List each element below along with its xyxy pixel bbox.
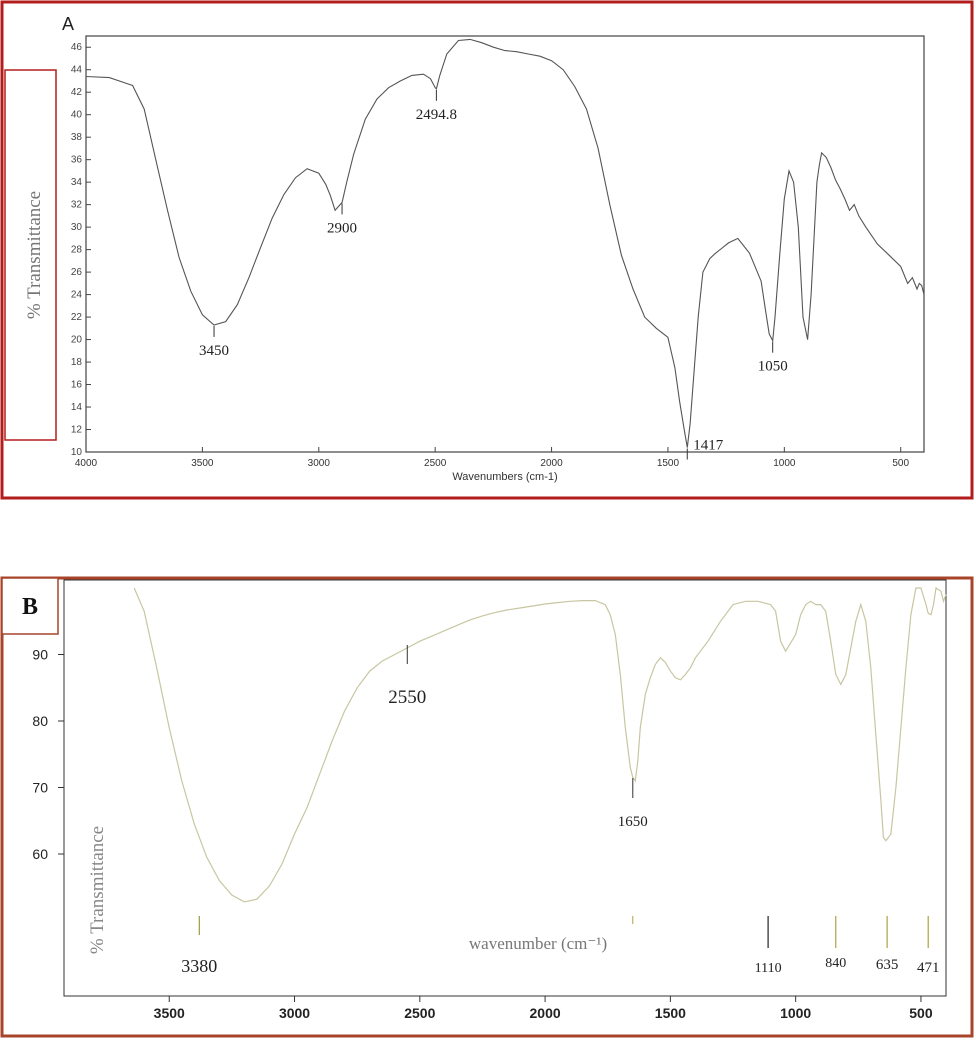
panel-a-x-tick-label: 1500 xyxy=(657,458,680,469)
panel-a-x-tick-label: 2000 xyxy=(540,458,563,469)
panel-a-plot-area xyxy=(85,35,925,453)
panel-b-x-tick-label: 3000 xyxy=(279,1005,310,1021)
panel-b-y-tick-label: 60 xyxy=(32,846,48,862)
panel-a-y-tick-label: 20 xyxy=(71,335,83,346)
panel-a-xlabel: Wavenumbers (cm-1) xyxy=(452,471,557,483)
panel-a-peak-label: 3450 xyxy=(199,343,229,359)
panel-a-y-tick-label: 44 xyxy=(71,65,83,76)
panel-a-y-ticks: 10 12 14 16 18 20 22 24 26 28 30 32 34 36 38 40 42 44 46 xyxy=(71,42,91,458)
panel-b-x-tick-label: 2000 xyxy=(530,1005,561,1021)
panel-a-y-tick-label: 34 xyxy=(71,177,83,188)
panel-a-ylabel: % Transmittance xyxy=(24,191,45,319)
panel-a-frame xyxy=(0,0,974,500)
panel-a-x-tick-label: 1000 xyxy=(773,458,796,469)
panel-b-x-tick-label: 1500 xyxy=(655,1005,686,1021)
panel-a-y-tick-label: 38 xyxy=(71,132,83,143)
panel-a-y-tick-label: 22 xyxy=(71,312,83,323)
panel-b-y-tick-label: 80 xyxy=(32,713,48,729)
panel-b-peak-label: 635 xyxy=(876,957,899,973)
panel-b-annotations: 2550 1650 3380 1110 840 635 471 xyxy=(181,645,939,976)
panel-a-y-tick-label: 24 xyxy=(71,290,83,301)
panel-b-x-ticks: 3500 3000 2500 2000 1500 1000 500 xyxy=(154,996,933,1021)
panel-b-x-tick-label: 500 xyxy=(909,1005,933,1021)
panel-a-x-tick-label: 500 xyxy=(892,458,909,469)
panel-b-y-tick-label: 70 xyxy=(32,780,48,796)
panel-a-x-tick-label: 3500 xyxy=(191,458,214,469)
panel-b-peak-label: 1110 xyxy=(755,961,782,976)
panel-a-peak-label: 1050 xyxy=(758,359,788,375)
panel-b-letter-box xyxy=(1,577,59,635)
panel-a-y-tick-label: 26 xyxy=(71,267,83,278)
panel-b-peak-label: 471 xyxy=(917,960,940,976)
panel-a-y-tick-label: 28 xyxy=(71,245,83,256)
panel-a-y-tick-label: 32 xyxy=(71,200,83,211)
panel-a-y-tick-label: 30 xyxy=(71,222,83,233)
panel-a-peak-label: 2900 xyxy=(327,220,357,236)
panel-a-annotations: 3450 2900 2494.8 1417 1050 xyxy=(199,89,788,460)
panel-b-frame xyxy=(0,576,974,1038)
panel-b-letter: B xyxy=(22,594,38,620)
panel-b-ylabel: % Transmittance xyxy=(87,826,108,954)
panel-a-x-tick-label: 4000 xyxy=(75,458,98,469)
panel-a-y-tick-label: 36 xyxy=(71,155,83,166)
panel-a-y-tick-label: 10 xyxy=(71,447,83,458)
panel-a-peak-label: 1417 xyxy=(693,438,724,454)
panel-b-xlabel: wavenumber (cm⁻¹) xyxy=(469,934,607,953)
panel-a-spectrum-line xyxy=(85,38,925,448)
panel-b-y-ticks: 60 70 80 90 xyxy=(32,647,64,862)
panel-b-x-tick-label: 3500 xyxy=(154,1005,185,1021)
panel-b-peak-label: 2550 xyxy=(388,687,426,708)
panel-a-y-tick-label: 42 xyxy=(71,87,83,98)
panel-a-x-ticks: 4000 3500 3000 2500 2000 1500 1000 500 xyxy=(75,447,910,469)
panel-b-peak-label: 840 xyxy=(825,956,846,971)
panel-a-x-tick-label: 3000 xyxy=(308,458,331,469)
panel-a-x-tick-label: 2500 xyxy=(424,458,447,469)
panel-b-y-tick-label: 90 xyxy=(32,647,48,663)
panel-b-spectrum-line xyxy=(133,586,947,903)
panel-a-ylabel-box xyxy=(4,69,57,441)
panel-b-peak-label: 3380 xyxy=(181,956,217,976)
panel-a-y-tick-label: 12 xyxy=(71,425,83,436)
panel-a-y-tick-label: 46 xyxy=(71,42,83,53)
panel-a-letter: A xyxy=(62,14,74,34)
panel-a-y-tick-label: 18 xyxy=(71,357,83,368)
panel-b-peak-label: 1650 xyxy=(618,814,648,830)
panel-a-y-tick-label: 14 xyxy=(71,402,83,413)
panel-a-peak-label: 2494.8 xyxy=(416,107,457,123)
panel-a-y-tick-label: 16 xyxy=(71,380,83,391)
panel-b-x-tick-label: 1000 xyxy=(780,1005,811,1021)
panel-a-y-tick-label: 40 xyxy=(71,110,83,121)
panel-b-x-tick-label: 2500 xyxy=(404,1005,435,1021)
